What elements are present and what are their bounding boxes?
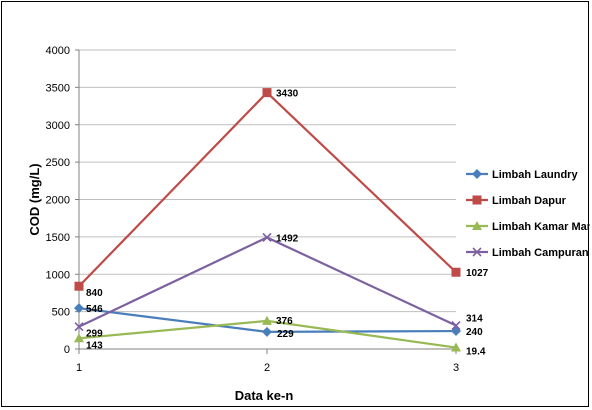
data-point-marker: [451, 342, 461, 352]
legend-item: Limbah Laundry: [466, 169, 578, 181]
data-point-marker: [74, 333, 84, 343]
data-label: 240: [466, 327, 483, 338]
x-tick-label: 3: [453, 362, 459, 374]
axes: 0 500 1000 1500 2000 2500 3000 3500 4000 1 2 3: [46, 45, 460, 374]
data-labels: 546 229 240 840 3430 1027 143 376 19.4 299 1492 314: [86, 89, 489, 358]
legend-label: Limbah Dapur: [492, 195, 567, 207]
legend-item: Limbah Campuran: [466, 247, 589, 259]
y-tick-label: 3000: [46, 120, 70, 132]
legend-marker: [472, 247, 482, 257]
data-point-marker: [74, 303, 84, 314]
y-axis-title: COD (mg/L): [27, 163, 42, 235]
series-lines: [74, 88, 461, 352]
y-tick-label: 4000: [46, 45, 70, 57]
data-point-marker: [451, 326, 461, 337]
data-label: 376: [276, 316, 293, 327]
data-label: 840: [86, 288, 103, 299]
y-tick-label: 500: [52, 307, 70, 319]
data-label: 314: [466, 314, 483, 325]
data-label: 1492: [276, 233, 299, 244]
legend-marker: [472, 195, 482, 205]
data-point-marker: [451, 267, 461, 277]
data-point-marker: [262, 88, 272, 98]
data-point-marker: [74, 322, 84, 332]
data-point-marker: [262, 315, 272, 325]
y-tick-label: 1500: [46, 232, 70, 244]
legend-label: Limbah Kamar Mandi: [492, 221, 590, 233]
data-label: 229: [277, 329, 294, 340]
x-tick-label: 2: [264, 362, 270, 374]
x-tick-label: 1: [76, 362, 82, 374]
y-tick-label: 0: [64, 344, 70, 356]
data-label: 1027: [466, 268, 489, 279]
legend-label: Limbah Laundry: [492, 169, 578, 181]
data-label: 143: [86, 340, 103, 351]
legend-marker: [472, 169, 482, 179]
gridlines: [79, 49, 456, 350]
data-label: 546: [86, 304, 103, 315]
y-tick-label: 2000: [46, 195, 70, 207]
legend-label: Limbah Campuran: [492, 247, 589, 259]
data-point-marker: [451, 320, 461, 331]
y-tick-label: 3500: [46, 82, 70, 94]
x-axis-title: Data ke-n: [235, 388, 294, 403]
data-label: 299: [86, 329, 103, 340]
series-line-1: [78, 91, 457, 287]
legend: Limbah Laundry Limbah Dapur Limbah Kamar M…: [466, 169, 590, 259]
data-label: 19.4: [466, 347, 486, 358]
y-tick-label: 2500: [46, 157, 70, 169]
data-label: 3430: [276, 89, 299, 100]
series-line-3: [78, 236, 457, 328]
data-point-marker: [262, 326, 272, 337]
y-tick-label: 1000: [46, 269, 70, 281]
legend-item: Limbah Kamar Mandi: [466, 221, 590, 233]
legend-item: Limbah Dapur: [466, 195, 567, 207]
data-point-marker: [74, 281, 84, 291]
legend-marker: [472, 221, 482, 230]
data-point-marker: [262, 232, 272, 243]
